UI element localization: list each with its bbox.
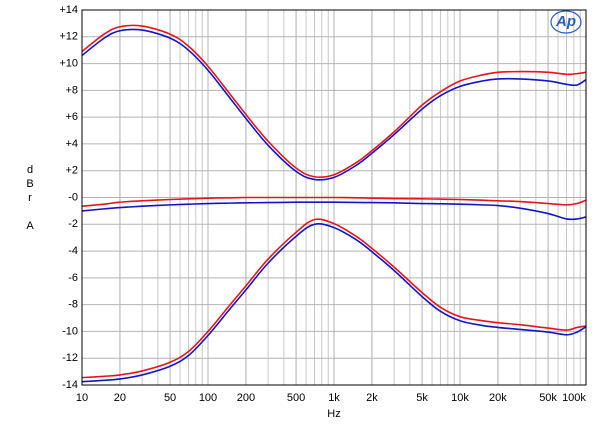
y-tick-label: +6 bbox=[65, 111, 78, 123]
plot-frame bbox=[81, 9, 587, 386]
x-tick-label: 500 bbox=[287, 392, 305, 404]
x-tick-label: 5k bbox=[416, 392, 428, 404]
y-tick-label: -12 bbox=[62, 352, 78, 364]
x-tick-label: 10 bbox=[76, 392, 88, 404]
y-tick-label: -0 bbox=[68, 191, 78, 203]
y-tick-label: +10 bbox=[59, 57, 78, 69]
y-tick-label: -10 bbox=[62, 325, 78, 337]
x-tick-label: 50k bbox=[539, 392, 557, 404]
x-tick-label: 100 bbox=[199, 392, 217, 404]
x-tick-label: 20 bbox=[114, 392, 126, 404]
y-tick-label: -14 bbox=[62, 379, 78, 391]
y-tick-label: -8 bbox=[68, 299, 78, 311]
logo: Ap bbox=[555, 13, 576, 30]
y-tick-label: +2 bbox=[65, 165, 78, 177]
logo-badge bbox=[550, 10, 582, 34]
x-tick-label: 2k bbox=[366, 392, 378, 404]
y-tick-label: +14 bbox=[59, 4, 78, 16]
y-tick-label: +4 bbox=[65, 138, 78, 150]
series-line bbox=[81, 28, 587, 181]
x-tick-label: 10k bbox=[451, 392, 469, 404]
x-axis-label: Hz bbox=[327, 408, 340, 420]
series-line bbox=[81, 24, 587, 179]
y-tick-label: -6 bbox=[68, 272, 78, 284]
y-tick-label: +12 bbox=[59, 31, 78, 43]
x-tick-label: 100k bbox=[562, 392, 586, 404]
y-tick-label: -4 bbox=[68, 245, 78, 257]
y-tick-label: -2 bbox=[68, 218, 78, 230]
x-tick-label: 1k bbox=[328, 392, 340, 404]
series-line bbox=[81, 218, 587, 379]
series-line bbox=[81, 223, 587, 383]
data-layer bbox=[81, 24, 587, 383]
series-line bbox=[81, 201, 587, 221]
x-tick-label: 50 bbox=[164, 392, 176, 404]
x-tick-label: 20k bbox=[489, 392, 507, 404]
x-tick-label: 200 bbox=[237, 392, 255, 404]
series-line bbox=[81, 196, 587, 208]
y-tick-label: +8 bbox=[65, 84, 78, 96]
